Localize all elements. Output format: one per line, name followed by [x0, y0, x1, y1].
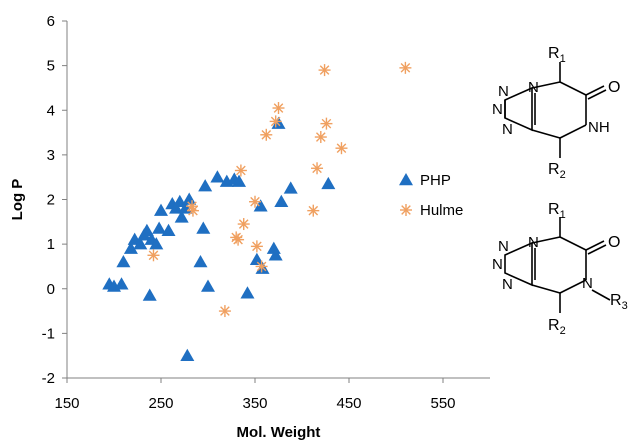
data-points — [102, 61, 412, 361]
struct2-r1-label: R1 — [548, 201, 566, 221]
hulme-point — [320, 117, 333, 130]
hulme-point — [335, 142, 348, 155]
struct2-n4-label: N — [528, 234, 539, 251]
chemical-structure-1: R1 N N N N O NH R2 — [492, 45, 620, 181]
legend-marker-hulme — [400, 204, 412, 216]
chemical-structure-2: R1 N N N N O N R3 R2 — [492, 201, 628, 337]
struct2-n1-label: N — [498, 238, 509, 255]
legend-marker-php — [399, 173, 413, 186]
php-point — [174, 210, 189, 223]
php-point — [283, 181, 298, 194]
php-point — [321, 176, 336, 190]
struct1-n2-label: N — [492, 101, 503, 118]
hulme-point — [237, 218, 250, 231]
y-tick-label: 5 — [47, 58, 55, 75]
hulme-point — [260, 128, 273, 141]
struct1-n1-label: N — [498, 83, 509, 100]
y-axis-title: Log P — [9, 179, 26, 221]
hulme-point — [314, 131, 327, 144]
struct2-o-label: O — [608, 234, 620, 251]
struct2-r2-label: R2 — [548, 317, 566, 337]
x-tick-label: 550 — [430, 395, 455, 412]
legend-label-hulme: Hulme — [420, 202, 463, 219]
php-point — [232, 174, 247, 187]
php-point — [139, 223, 154, 236]
struct1-n4-label: N — [528, 79, 539, 96]
php-point — [266, 241, 281, 254]
php-point — [274, 194, 289, 207]
y-tick-label: 0 — [47, 281, 55, 298]
php-point — [240, 286, 255, 299]
php-point — [180, 348, 195, 361]
x-tick-label: 150 — [54, 395, 79, 412]
x-tick-label: 450 — [336, 395, 361, 412]
php-point — [169, 201, 184, 214]
struct1-r1-label: R1 — [548, 45, 566, 65]
struct1-o-label: O — [608, 79, 620, 96]
php-point — [249, 252, 264, 265]
php-point — [268, 248, 283, 261]
x-axis-title: Mol. Weight — [237, 424, 321, 441]
php-point — [193, 254, 208, 268]
chart-axes — [62, 20, 490, 383]
hulme-point — [318, 64, 331, 77]
hulme-point — [311, 162, 324, 175]
hulme-point — [232, 233, 245, 246]
hulme-point — [250, 240, 263, 253]
struct1-r2-label: R2 — [548, 161, 566, 181]
y-tick-label: 1 — [47, 236, 55, 253]
legend-label-php: PHP — [420, 172, 451, 189]
php-point — [161, 223, 176, 236]
php-point — [149, 237, 164, 250]
php-point — [196, 221, 211, 234]
php-point — [114, 277, 129, 290]
php-point — [198, 179, 213, 192]
hulme-point — [272, 102, 285, 115]
x-tick-label: 350 — [242, 395, 267, 412]
struct2-n2-label: N — [492, 256, 503, 273]
hulme-point — [234, 164, 247, 177]
hulme-point — [307, 204, 320, 217]
y-tick-label: -1 — [42, 325, 55, 342]
y-tick-label: 4 — [47, 102, 55, 119]
hulme-point — [269, 115, 282, 128]
y-tick-label: 3 — [47, 147, 55, 164]
hulme-point — [255, 260, 268, 273]
struct2-n5-label: N — [582, 275, 593, 292]
php-point — [142, 288, 157, 301]
php-point — [116, 254, 131, 268]
php-point — [154, 203, 168, 216]
struct2-n3-label: N — [502, 276, 513, 293]
php-point — [201, 279, 215, 292]
hulme-point — [399, 61, 412, 74]
php-point — [133, 237, 148, 250]
php-point — [210, 170, 225, 183]
tick-labels: -2 -1 0 1 2 3 4 5 6 150 250 350 450 550 — [42, 13, 456, 412]
x-tick-label: 250 — [148, 395, 173, 412]
legend: PHP Hulme — [399, 172, 463, 219]
hulme-point — [218, 305, 231, 318]
hulme-point — [186, 204, 199, 217]
struct1-nh-label: NH — [588, 119, 610, 136]
struct2-r3-label: R3 — [610, 292, 628, 312]
y-tick-label: 2 — [47, 192, 55, 209]
php-point — [123, 241, 138, 254]
struct1-n3-label: N — [502, 121, 513, 138]
php-point — [152, 221, 167, 234]
y-tick-label: 6 — [47, 13, 55, 30]
hulme-point — [147, 249, 160, 262]
hulme-point — [249, 195, 261, 208]
php-point — [253, 199, 268, 212]
y-tick-label: -2 — [42, 370, 55, 387]
